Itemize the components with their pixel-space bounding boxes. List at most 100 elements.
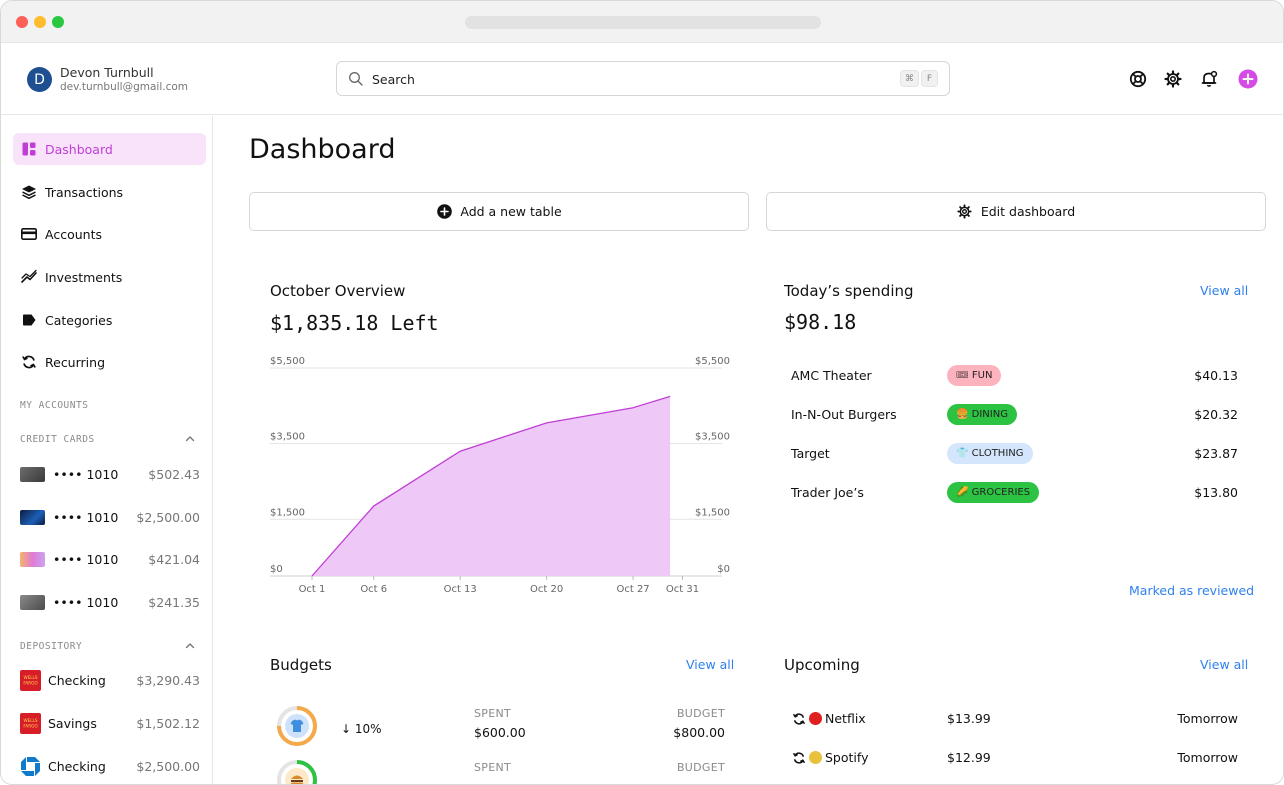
help-lifebuoy-icon[interactable] (1127, 68, 1149, 90)
bank-account-item[interactable]: WELLS FARGO Checking $3,290.43 (20, 669, 200, 691)
card-number: •••• 1010 (53, 510, 119, 525)
overview-title: October Overview (270, 282, 406, 300)
top-header: D Devon Turnbull dev.turnbull@gmail.com … (1, 43, 1283, 115)
spending-row[interactable]: In-N-Out Burgers 🍔 DINING $20.32 (791, 403, 1238, 427)
credit-card-item[interactable]: •••• 1010 $502.43 (20, 463, 200, 485)
account-name: Checking (48, 673, 106, 688)
recurring-icon (21, 354, 37, 370)
overview-amount: $1,835.18 Left (270, 311, 439, 335)
shortcut-f-key: F (921, 70, 938, 87)
category-tag-clothing[interactable]: 👕 CLOTHING (947, 443, 1033, 464)
marked-as-reviewed-link[interactable]: Marked as reviewed (1129, 583, 1255, 598)
budgets-view-all-link[interactable]: View all (686, 657, 735, 672)
spending-row[interactable]: Target 👕 CLOTHING $23.87 (791, 442, 1238, 466)
credit-card-item[interactable]: •••• 1010 $421.04 (20, 548, 200, 570)
shirt-icon (290, 719, 304, 732)
budget-progress-ring (277, 706, 317, 746)
bank-account-item[interactable]: WELLS FARGO Savings $1,502.12 (20, 712, 200, 734)
nav-label: Investments (45, 269, 123, 285)
avatar[interactable]: D (27, 67, 52, 92)
nav-categories[interactable]: Categories (13, 304, 206, 336)
card-balance: $2,500.00 (136, 510, 200, 525)
chevron-up-icon[interactable] (184, 640, 196, 652)
budget-change: ↓ 10% (341, 722, 382, 736)
upcoming-row[interactable]: Netflix $13.99 Tomorrow (791, 707, 1238, 731)
spending-row[interactable]: Trader Joe’s 🌽 GROCERIES $13.80 (791, 481, 1238, 505)
nav-transactions[interactable]: Transactions (13, 176, 206, 208)
y-tick-label-left: $0 (270, 564, 283, 575)
y-tick-label-right: $3,500 (695, 432, 730, 443)
layers-icon (21, 184, 37, 200)
spending-row[interactable]: AMC Theater 🎟 FUN $40.13 (791, 364, 1238, 388)
x-tick-label: Oct 13 (444, 584, 477, 595)
search-input[interactable]: Search ⌘ F (336, 61, 950, 96)
x-tick-label: Oct 27 (616, 584, 649, 595)
gear-icon (957, 204, 973, 220)
dashboard-icon (21, 141, 37, 157)
nav-accounts[interactable]: Accounts (13, 218, 206, 250)
svg-text:FARGO: FARGO (23, 724, 38, 729)
plus-circle-icon[interactable] (1237, 68, 1259, 90)
y-tick-label-left: $3,500 (270, 432, 305, 443)
spotify-logo-icon (809, 751, 822, 764)
nav-label: Categories (45, 312, 113, 328)
edit-dashboard-button[interactable]: Edit dashboard (766, 192, 1266, 231)
gear-icon[interactable] (1162, 68, 1184, 90)
merchant-name: AMC Theater (791, 368, 872, 383)
card-number: •••• 1010 (53, 595, 119, 610)
card-balance: $241.35 (148, 595, 200, 610)
card-balance: $502.43 (148, 467, 200, 482)
main-content: Dashboard Add a new table (214, 116, 1283, 784)
window-titlebar (1, 1, 1283, 43)
category-tag-fun[interactable]: 🎟 FUN (947, 365, 1002, 386)
address-bar[interactable] (465, 16, 821, 29)
upcoming-view-all-link[interactable]: View all (1200, 657, 1249, 672)
nav-investments[interactable]: Investments (13, 261, 206, 293)
nav-label: Transactions (45, 184, 124, 200)
budget-row[interactable]: ↓ 10% SPENT $600.00 BUDGET $800.00 (276, 705, 731, 753)
nav-label: Dashboard (45, 141, 113, 157)
bell-icon[interactable] (1198, 68, 1220, 90)
credit-card-item[interactable]: •••• 1010 $241.35 (20, 591, 200, 613)
svg-text:FARGO: FARGO (23, 681, 38, 686)
category-tag-dining[interactable]: 🍔 DINING (947, 404, 1017, 425)
nav-recurring[interactable]: Recurring (13, 346, 206, 378)
budget-label: BUDGET (676, 761, 725, 774)
chevron-up-icon[interactable] (184, 433, 196, 445)
close-window-button[interactable] (16, 16, 28, 28)
y-tick-label-left: $1,500 (270, 507, 305, 518)
account-name: Checking (48, 759, 106, 774)
budget-progress-ring (277, 760, 317, 784)
y-tick-label-right: $1,500 (695, 507, 730, 518)
subscription-amount: $13.99 (947, 711, 991, 726)
account-balance: $2,500.00 (136, 759, 200, 774)
budget-label: BUDGET (676, 707, 725, 720)
recurring-icon (792, 752, 806, 764)
card-thumbnail (20, 510, 45, 525)
account-balance: $1,502.12 (136, 716, 200, 731)
budgets-title: Budgets (270, 656, 332, 674)
nav-dashboard[interactable]: Dashboard (13, 133, 206, 165)
recurring-icon (792, 713, 806, 725)
spending-view-all-link[interactable]: View all (1200, 283, 1249, 298)
upcoming-row[interactable]: Spotify $12.99 Tomorrow (791, 746, 1238, 770)
add-table-button[interactable]: Add a new table (249, 192, 749, 231)
budget-row[interactable]: SPENT BUDGET (276, 759, 731, 784)
bank-account-item[interactable]: Checking $2,500.00 (20, 755, 200, 777)
account-balance: $3,290.43 (136, 673, 200, 688)
search-placeholder: Search (372, 72, 415, 87)
y-tick-label-right: $5,500 (695, 356, 730, 367)
upcoming-title: Upcoming (784, 656, 860, 674)
spending-area (311, 396, 671, 576)
category-tag-groceries[interactable]: 🌽 GROCERIES (947, 482, 1040, 503)
credit-card-item[interactable]: •••• 1010 $2,500.00 (20, 506, 200, 528)
netflix-logo-icon (809, 712, 822, 725)
svg-text:WELLS: WELLS (23, 718, 37, 723)
spending-line (311, 395, 671, 577)
y-tick-label-left: $5,500 (270, 356, 305, 367)
zoom-window-button[interactable] (52, 16, 64, 28)
x-tick-label: Oct 20 (530, 584, 563, 595)
minimize-window-button[interactable] (34, 16, 46, 28)
svg-text:WELLS: WELLS (23, 675, 37, 680)
